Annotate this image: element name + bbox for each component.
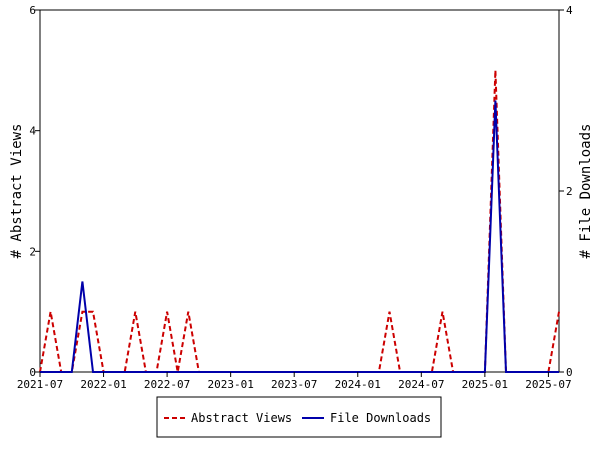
y-left-tick-label: 6 bbox=[29, 4, 36, 17]
x-tick-label: 2025-07 bbox=[525, 378, 571, 391]
legend-box bbox=[156, 396, 442, 438]
legend-label-file-downloads: File Downloads bbox=[330, 411, 431, 425]
y-right-tick-label: 0 bbox=[566, 366, 573, 379]
x-tick-label: 2022-01 bbox=[80, 378, 126, 391]
y-left-tick-label: 2 bbox=[29, 245, 36, 258]
x-tick-label: 2023-07 bbox=[271, 378, 317, 391]
x-tick-label: 2021-07 bbox=[17, 378, 63, 391]
axis-layer: 2021-07 2022-01 2022-07 2023-01 2023-07 2024-… bbox=[17, 4, 573, 391]
x-tick-label: 2025-01 bbox=[462, 378, 508, 391]
y-right-tick-label: 2 bbox=[566, 185, 573, 198]
y-axis-right-title: # File Downloads bbox=[578, 124, 594, 259]
x-tick-label: 2022-07 bbox=[144, 378, 190, 391]
y-right-tick-label: 4 bbox=[566, 4, 573, 17]
series-layer bbox=[39, 70, 560, 373]
series-line-abstract-views bbox=[39, 70, 560, 373]
x-tick-label: 2024-01 bbox=[335, 378, 381, 391]
series-line-file-downloads bbox=[40, 100, 559, 373]
x-tick-label: 2024-07 bbox=[398, 378, 444, 391]
plot-frame bbox=[39, 9, 560, 373]
legend-label-abstract-views: Abstract Views bbox=[191, 411, 292, 425]
y-axis-left-title: # Abstract Views bbox=[9, 124, 25, 259]
legend: Abstract Views File Downloads bbox=[156, 396, 442, 438]
y-left-tick-label: 4 bbox=[29, 125, 36, 138]
y-left-tick-label: 0 bbox=[29, 366, 36, 379]
x-tick-label: 2023-01 bbox=[207, 378, 253, 391]
